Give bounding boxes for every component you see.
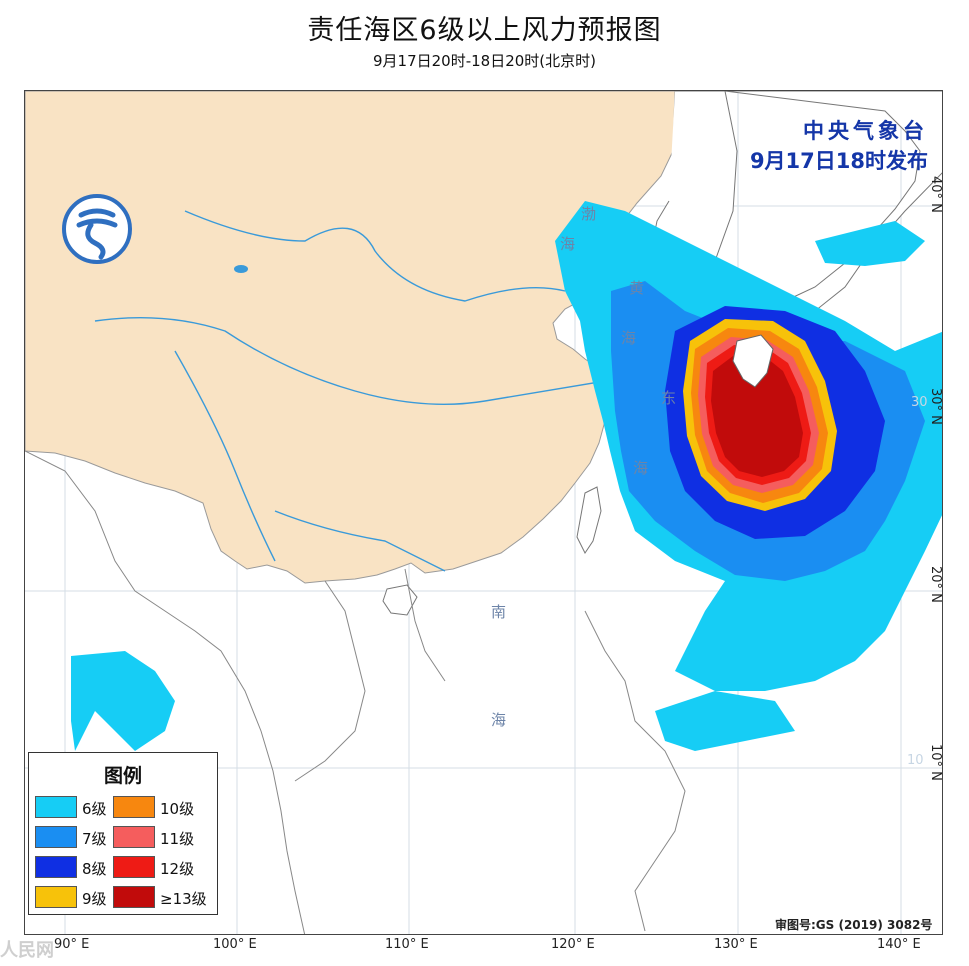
- taiwan-island: [576, 486, 602, 554]
- sea-label-huang: 黄: [629, 279, 645, 297]
- lon-label-130e: 130° E: [714, 937, 758, 952]
- lat-label-40n: 40° N: [928, 176, 943, 213]
- qinghai-lake: [234, 265, 248, 273]
- legend-swatch: [113, 886, 155, 908]
- legend-label: 7级: [82, 830, 107, 848]
- legend-title: 图例: [103, 765, 142, 787]
- sea-label-bo-hai: 海: [560, 235, 576, 253]
- lon-label-140e: 140° E: [877, 937, 921, 952]
- wind-zone-13: [711, 353, 803, 477]
- map-canvas: [25, 91, 942, 934]
- issued-time: 9月17日18时发布: [749, 149, 928, 173]
- sea-label-nan-hai: 海: [491, 711, 507, 729]
- southeast-asia-coast: [25, 450, 446, 934]
- lon-label-120e: 120° E: [551, 937, 595, 952]
- approval-number: 审图号:GS (2019) 3082号: [775, 918, 933, 932]
- grid-number-30: 30: [911, 395, 928, 410]
- wind-zone-6-north: [815, 221, 925, 266]
- sea-label-huang-hai: 海: [621, 329, 637, 347]
- legend-label: 12级: [160, 860, 195, 878]
- kyushu-island: [732, 334, 774, 388]
- map-subtitle: 9月17日20时-18日20时(北京时): [372, 52, 596, 70]
- legend-label: ≥13级: [160, 890, 207, 908]
- legend-label: 11级: [160, 830, 195, 848]
- legend-swatch: [35, 856, 77, 878]
- philippines-outline: [584, 610, 686, 932]
- china-landmass: [25, 91, 676, 584]
- legend-swatch: [113, 826, 155, 848]
- wind-zone-6-west: [71, 651, 175, 751]
- legend-swatch: [35, 826, 77, 848]
- sea-label-bo: 渤: [581, 205, 597, 223]
- wind-zone-6-south: [655, 691, 795, 751]
- legend-swatch: [35, 886, 77, 908]
- map-title: 责任海区6级以上风力预报图: [307, 15, 662, 46]
- legend: 图例 6级 7级 8级 9级 10级 11级 12级 ≥13级: [28, 752, 218, 915]
- legend-swatch: [113, 796, 155, 818]
- lat-label-20n: 20° N: [928, 566, 943, 603]
- legend-label: 9级: [82, 890, 107, 908]
- agency-name: 中央气象台: [803, 119, 928, 143]
- legend-label: 10级: [160, 800, 195, 818]
- watermark: 人民网: [0, 940, 54, 961]
- legend-label: 6级: [82, 800, 107, 818]
- lon-label-90e: 90° E: [54, 937, 90, 952]
- legend-label: 8级: [82, 860, 107, 878]
- rivers: [94, 210, 606, 572]
- legend-swatch: [113, 856, 155, 878]
- sea-label-nan: 南: [491, 603, 507, 621]
- lon-label-100e: 100° E: [213, 937, 257, 952]
- lat-label-10n: 10° N: [928, 744, 943, 781]
- legend-swatch: [35, 796, 77, 818]
- sea-label-dong-hai: 海: [633, 459, 649, 477]
- lon-label-110e: 110° E: [385, 937, 429, 952]
- grid-number-10: 10: [907, 753, 924, 768]
- hainan-island: [382, 584, 418, 616]
- sea-label-dong: 东: [661, 389, 677, 407]
- lat-label-30n: 30° N: [928, 388, 943, 425]
